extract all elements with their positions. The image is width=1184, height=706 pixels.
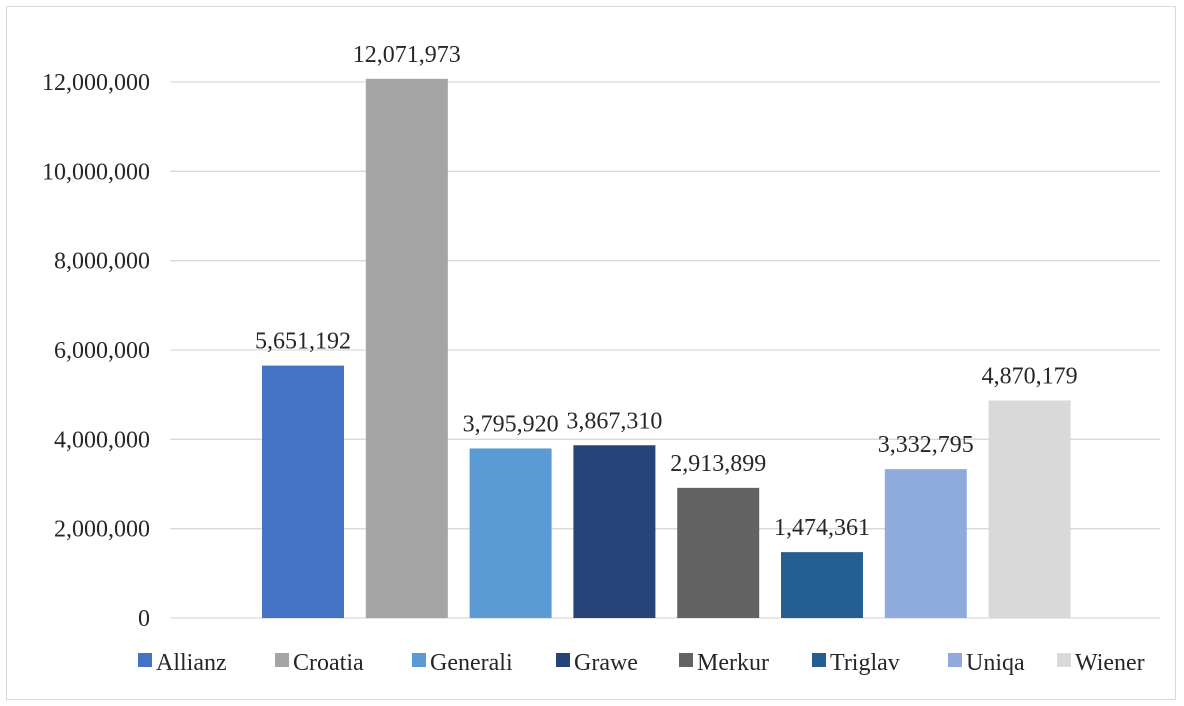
y-tick-label: 6,000,000 bbox=[54, 338, 150, 364]
bar-merkur bbox=[677, 487, 760, 618]
y-tick-label: 2,000,000 bbox=[54, 517, 150, 543]
y-tick-label: 4,000,000 bbox=[54, 427, 150, 453]
legend-swatch-wiener bbox=[1057, 653, 1071, 667]
legend-label-croatia: Croatia bbox=[293, 650, 364, 676]
legend-label-generali: Generali bbox=[430, 650, 513, 676]
legend-swatch-triglav bbox=[812, 653, 826, 667]
bar-grawe bbox=[573, 445, 656, 618]
y-tick-label: 10,000,000 bbox=[42, 159, 150, 185]
data-label-allianz: 5,651,192 bbox=[255, 329, 351, 355]
legend-swatch-croatia bbox=[275, 653, 289, 667]
data-label-croatia: 12,071,973 bbox=[353, 42, 461, 68]
legend-swatch-generali bbox=[412, 653, 426, 667]
bar-generali bbox=[469, 448, 552, 618]
bar-uniqa bbox=[884, 469, 967, 618]
bar-croatia bbox=[365, 78, 448, 618]
data-label-wiener: 4,870,179 bbox=[982, 363, 1078, 389]
y-tick-label: 0 bbox=[138, 606, 150, 632]
legend-label-allianz: Allianz bbox=[156, 650, 227, 676]
legend-label-merkur: Merkur bbox=[697, 650, 769, 676]
bar-triglav bbox=[781, 552, 863, 618]
bar-wiener bbox=[988, 400, 1071, 618]
bar-allianz bbox=[262, 365, 344, 618]
data-labels: 5,651,192 12,071,973 3,795,920 3,867,310 2,9… bbox=[255, 42, 1078, 541]
data-label-generali: 3,795,920 bbox=[463, 411, 559, 437]
y-tick-label: 8,000,000 bbox=[54, 249, 150, 275]
data-label-grawe: 3,867,310 bbox=[566, 408, 662, 434]
legend-swatch-grawe bbox=[556, 653, 570, 667]
legend-swatch-merkur bbox=[679, 653, 693, 667]
legend: Allianz Croatia Generali Grawe Merkur Triglav… bbox=[138, 650, 1145, 676]
legend-swatch-allianz bbox=[138, 653, 152, 667]
data-label-uniqa: 3,332,795 bbox=[878, 432, 974, 458]
y-axis-ticks: 0 2,000,000 4,000,000 6,000,000 8,000,000 10,… bbox=[42, 70, 150, 632]
data-label-merkur: 2,913,899 bbox=[670, 451, 766, 477]
legend-label-wiener: Wiener bbox=[1075, 650, 1145, 676]
legend-swatch-uniqa bbox=[948, 653, 962, 667]
legend-label-triglav: Triglav bbox=[830, 650, 900, 676]
legend-label-uniqa: Uniqa bbox=[966, 650, 1025, 676]
bars bbox=[262, 78, 1071, 618]
y-tick-label: 12,000,000 bbox=[42, 70, 150, 96]
data-label-triglav: 1,474,361 bbox=[774, 515, 870, 541]
legend-label-grawe: Grawe bbox=[574, 650, 638, 676]
